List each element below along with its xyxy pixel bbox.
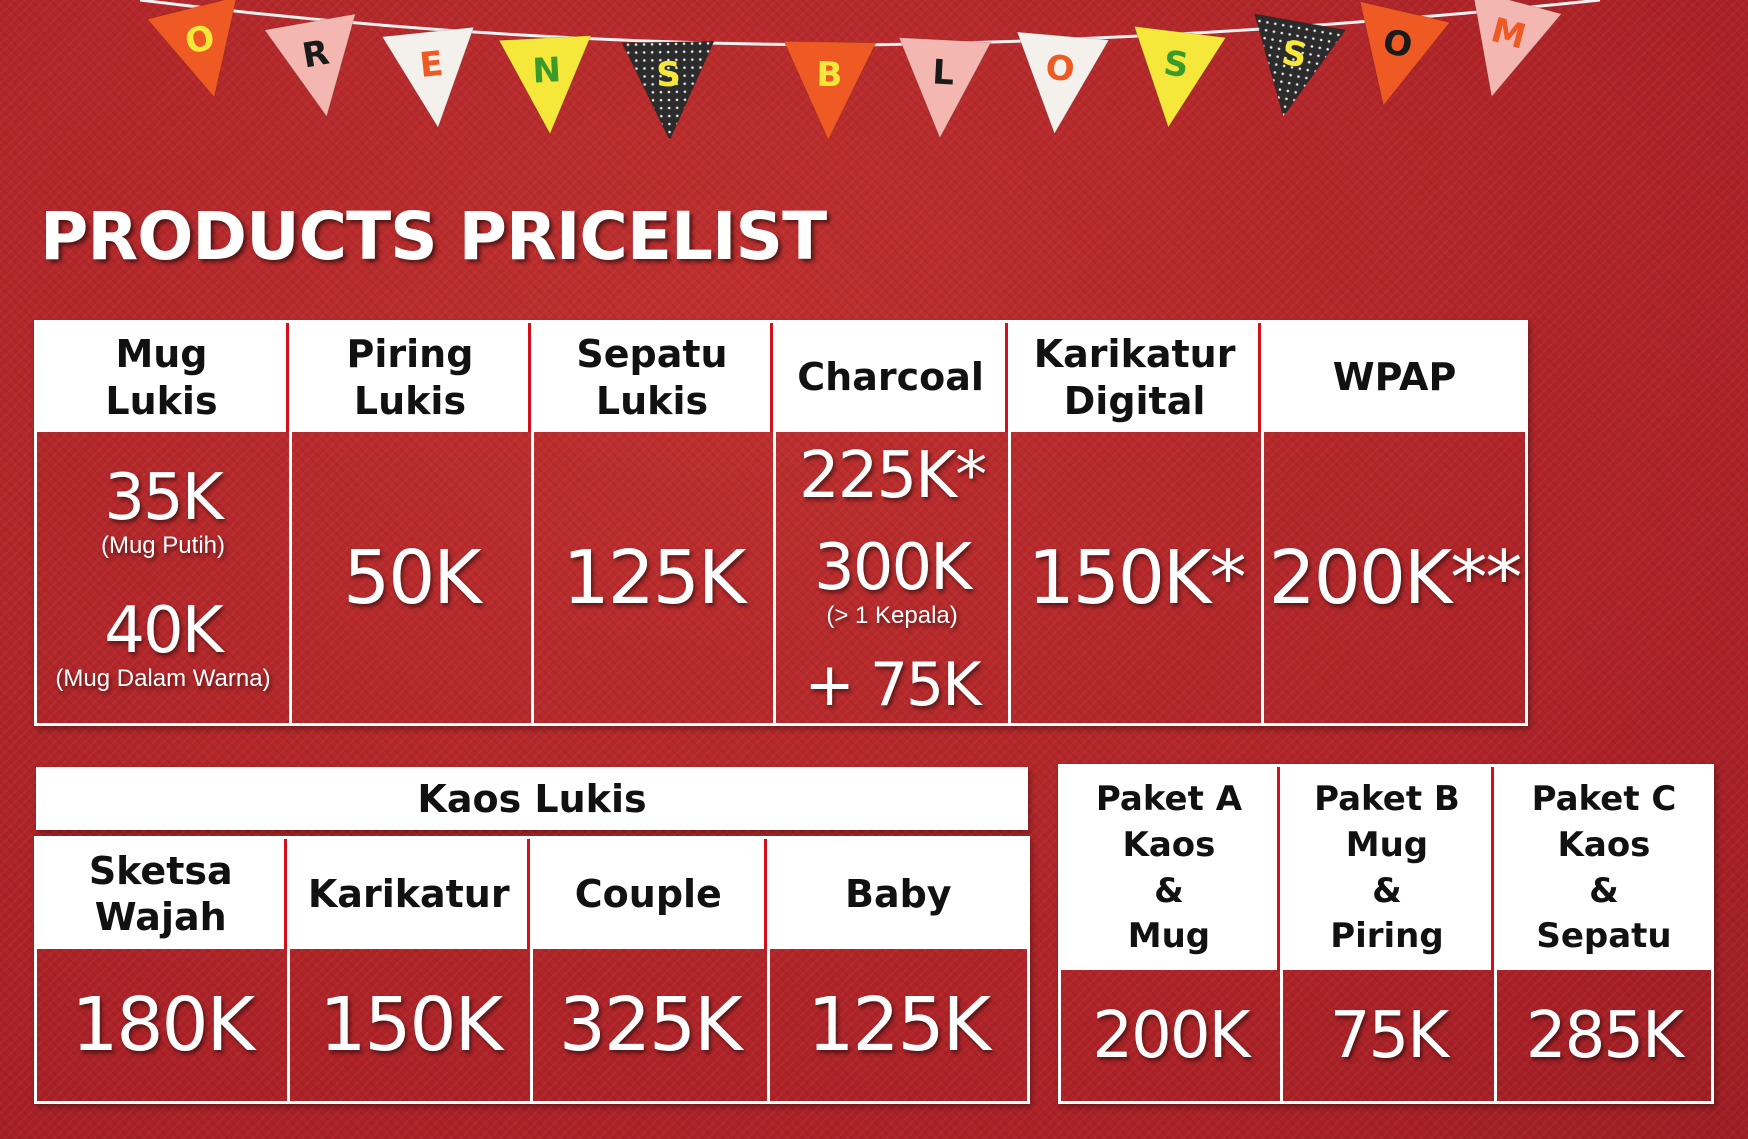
column-header-kaos-karikatur: Karikatur [290,839,530,949]
bunting-flag: O [1016,31,1110,135]
column-body-paket-a: 200K [1061,970,1280,1101]
price-mug-dalam-warna: 40K [104,593,223,668]
column-header-charcoal: Charcoal [776,323,1009,432]
bunting-letter: E [418,44,445,86]
header-mug-lukis: Mug Lukis [105,332,218,423]
bunting-flag: M [1471,0,1563,98]
column-header-paket-c: Paket C Kaos & Sepatu [1496,767,1711,970]
price-piring-lukis: 50K [343,534,482,621]
header-charcoal: Charcoal [797,355,984,400]
header-paket-a: Paket A Kaos & Mug [1095,779,1243,957]
price-paket-a: 200K [1092,998,1250,1073]
bunting-flag: O [1359,0,1451,107]
price-couple: 325K [558,982,743,1068]
bunting-flag: R [263,13,356,118]
bunting-flag: L [898,37,992,140]
column-body-couple: 325K [533,949,767,1101]
header-sepatu-lukis: Sepatu Lukis [576,332,728,423]
paket-table: Paket A Kaos & Mug 200K Paket B Mug & Piring 7… [1058,764,1714,1104]
column-header-sketsa-wajah: Sketsa Wajah [37,839,288,949]
bunting-flag: E [381,26,475,129]
column-paket-c: Paket C Kaos & Sepatu 285K [1496,767,1711,1101]
header-kaos-karikatur: Karikatur [307,871,510,916]
header-piring-lukis: Piring Lukis [346,332,474,423]
column-karikatur-digital: Karikatur Digital 150K* [1011,323,1265,723]
column-wpap: WPAP 200K** [1264,323,1526,723]
header-paket-c: Paket C Kaos & Sepatu [1531,779,1677,957]
bunting-letter: L [931,52,955,93]
price-kaos-karikatur: 150K [319,982,503,1068]
note-mug-dalam-warna: (Mug Dalam Warna) [55,664,271,692]
column-body-mug-lukis: 35K (Mug Putih) 40K (Mug Dalam Warna) [37,432,289,723]
column-body-sepatu-lukis: 125K [534,432,773,723]
price-paket-c: 285K [1525,998,1684,1073]
price-paket-b: 75K [1329,998,1449,1073]
column-header-mug-lukis: Mug Lukis [37,323,289,432]
note-charcoal-kepala: (> 1 Kepala) [826,601,958,629]
column-sketsa-wajah: Sketsa Wajah 180K [37,839,291,1101]
header-wpap: WPAP [1332,355,1457,400]
column-paket-a: Paket A Kaos & Mug 200K [1061,767,1283,1101]
bunting-flag: N [498,35,592,136]
column-body-paket-c: 285K [1497,970,1711,1101]
bunting-letter: B [816,55,843,95]
column-header-baby: Baby [769,839,1027,949]
bunting-flag: S [1254,13,1347,118]
price-charcoal-extra: + 75K [804,650,982,720]
price-charcoal-2: 300K [814,530,972,605]
column-header-paket-a: Paket A Kaos & Mug [1061,767,1280,970]
column-couple: Couple 325K [533,839,770,1101]
price-mug-putih: 35K [104,461,223,536]
column-body-paket-b: 75K [1283,970,1494,1101]
main-pricelist-table: Mug Lukis 35K (Mug Putih) 40K (Mug Dalam … [34,320,1528,726]
header-couple: Couple [574,871,722,916]
bunting-letter: N [531,50,562,91]
header-baby: Baby [845,871,952,916]
price-charcoal-1: 225K* [799,439,987,513]
price-wpap: 200K** [1268,534,1523,621]
column-body-wpap: 200K** [1264,432,1525,723]
bunting-flag: O [146,0,238,99]
column-header-karikatur-digital: Karikatur Digital [1011,323,1262,432]
price-baby: 125K [807,982,991,1068]
bunting-flag: B [783,40,877,142]
header-sketsa-wajah: Sketsa Wajah [88,848,233,939]
kaos-lukis-table: Sketsa Wajah 180K Karikatur 150K Couple 3… [34,836,1030,1104]
price-sketsa-wajah: 180K [71,982,255,1068]
header-karikatur-digital: Karikatur Digital [1033,332,1236,423]
column-header-paket-b: Paket B Mug & Piring [1282,767,1494,970]
note-mug-putih: (Mug Putih) [100,532,225,560]
column-header-piring-lukis: Piring Lukis [291,323,531,432]
bunting-letter: S [1161,43,1190,86]
bunting-flag: S [1133,25,1227,129]
column-header-sepatu-lukis: Sepatu Lukis [534,323,774,432]
kaos-lukis-title: Kaos Lukis [36,767,1028,830]
bunting-letter: O [1044,48,1076,90]
column-body-piring-lukis: 50K [292,432,531,723]
column-header-couple: Couple [533,839,767,949]
price-karikatur-digital: 150K* [1027,534,1247,621]
column-kaos-karikatur: Karikatur 150K [290,839,533,1101]
column-piring-lukis: Piring Lukis 50K [291,323,534,723]
column-header-wpap: WPAP [1264,323,1526,432]
page-title: PRODUCTS PRICELIST [40,198,827,275]
column-body-baby: 125K [770,949,1027,1101]
column-baby: Baby 125K [769,839,1027,1101]
column-body-charcoal: 225K* 300K (> 1 Kepala) + 75K [776,432,1008,723]
column-mug-lukis: Mug Lukis 35K (Mug Putih) 40K (Mug Dalam … [37,323,292,723]
column-body-kaos-karikatur: 150K [290,949,530,1101]
column-sepatu-lukis: Sepatu Lukis 125K [534,323,777,723]
column-body-sketsa-wajah: 180K [37,949,287,1101]
bunting-letter: S [656,55,681,95]
bunting-flag: S [621,40,715,142]
column-body-karikatur-digital: 150K* [1011,432,1261,723]
column-charcoal: Charcoal 225K* 300K (> 1 Kepala) + 75K [776,323,1012,723]
price-sepatu-lukis: 125K [562,534,747,621]
column-paket-b: Paket B Mug & Piring 75K [1282,767,1497,1101]
header-paket-b: Paket B Mug & Piring [1314,779,1460,957]
